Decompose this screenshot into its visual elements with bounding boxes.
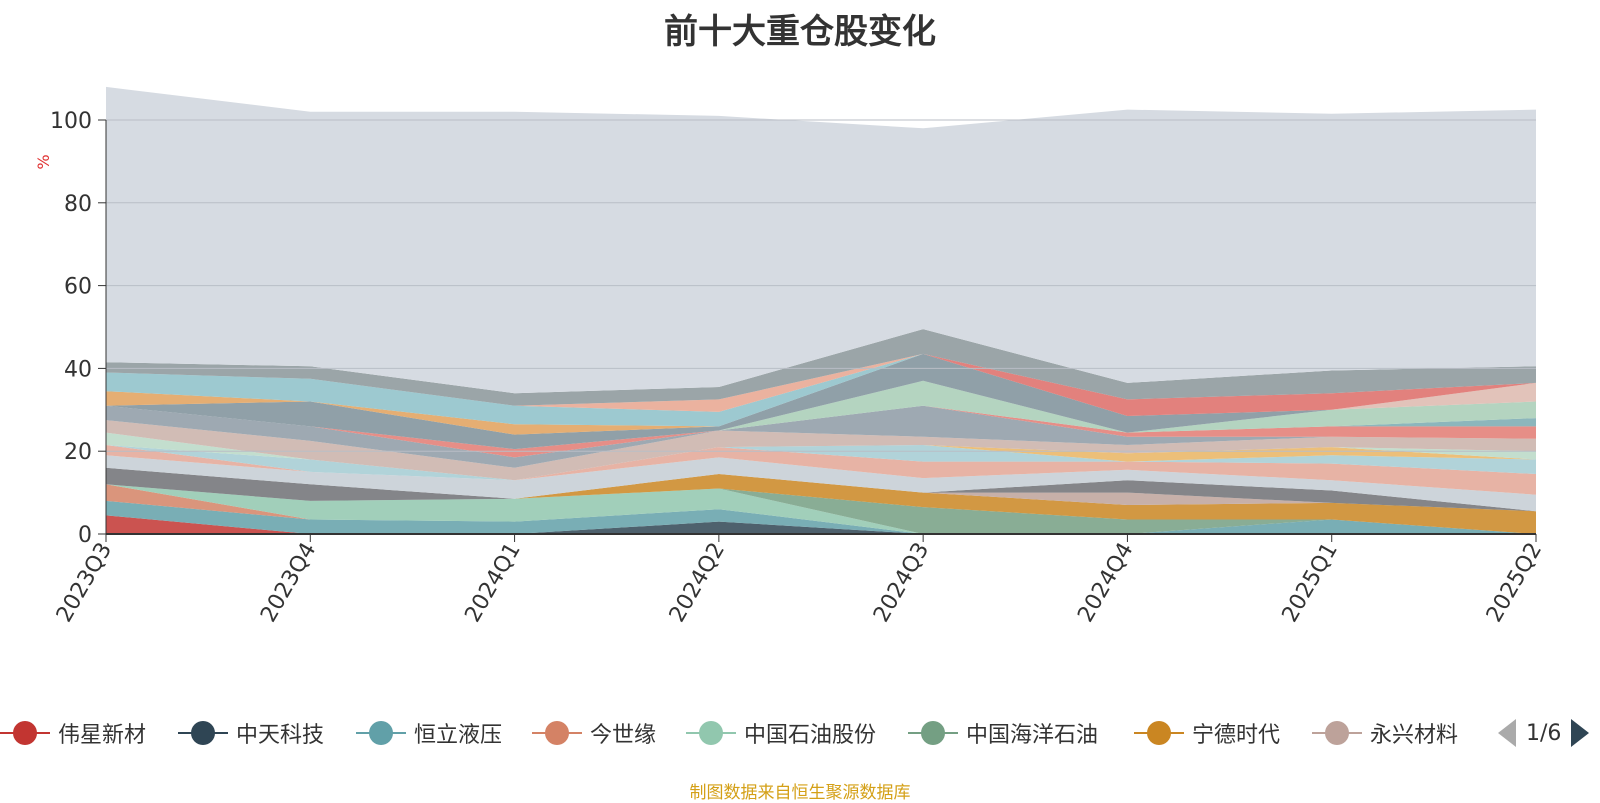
area-series-7[interactable]: [106, 474, 1536, 534]
legend-label: 宁德时代: [1192, 723, 1281, 748]
y-tick-label: 20: [64, 440, 92, 465]
legend-item[interactable]: 永兴材料: [1312, 715, 1458, 751]
legend-marker: [0, 715, 50, 751]
legend-pager: 1/6: [1498, 715, 1590, 751]
x-tick-label: 2025Q1: [1278, 539, 1343, 627]
y-tick-label: 100: [50, 109, 92, 134]
area-series-20[interactable]: [106, 380, 1536, 450]
chart-title: 前十大重仓股变化: [664, 12, 936, 52]
area-series-26[interactable]: [106, 353, 1536, 416]
legend-prev-arrow-icon[interactable]: [1498, 719, 1516, 747]
legend-marker: [908, 715, 958, 751]
area-series-9[interactable]: [106, 467, 1536, 512]
legend-item[interactable]: 中天科技: [178, 715, 324, 751]
area-series-27[interactable]: [106, 329, 1536, 406]
y-tick-label: 80: [64, 192, 92, 217]
legend-item[interactable]: 今世缘: [532, 715, 656, 751]
legend-marker: [1312, 715, 1362, 751]
x-tick-label: 2024Q4: [1073, 539, 1138, 627]
y-tick-label: 40: [64, 357, 92, 382]
area-series-2[interactable]: [106, 515, 1536, 534]
legend-label: 中国海洋石油: [966, 723, 1099, 748]
y-tick-label: 0: [78, 523, 92, 548]
legend-marker: [356, 715, 406, 751]
legend-marker: [178, 715, 228, 751]
legend-marker: [1134, 715, 1184, 751]
legend-item[interactable]: 伟星新材: [0, 715, 146, 751]
area-series-12[interactable]: [106, 445, 1536, 495]
grid-lines: [106, 119, 1536, 452]
source-note: 制图数据来自恒生聚源数据库: [689, 783, 911, 803]
legend-label: 中国石油股份: [744, 723, 877, 748]
area-series-18[interactable]: [106, 405, 1536, 458]
area-series-1[interactable]: [106, 515, 1536, 534]
x-tick-label: 2025Q2: [1482, 539, 1547, 627]
legend-label: 今世缘: [590, 723, 657, 748]
legend-label: 伟星新材: [58, 723, 147, 748]
area-series-17[interactable]: [106, 405, 1536, 468]
area-series-14[interactable]: [106, 445, 1536, 481]
x-tick-label: 2024Q3: [869, 539, 934, 627]
y-axis-label: %: [34, 154, 53, 169]
legend: 伟星新材 中天科技 恒立液压 今世缘 中国石油股份 中国海洋石油 宁德时代 永兴材料 1/6: [0, 715, 1600, 751]
legend-marker: [532, 715, 582, 751]
legend-item[interactable]: 宁德时代: [1134, 715, 1280, 751]
area-series-11[interactable]: [106, 455, 1536, 512]
area-series-3[interactable]: [106, 500, 1536, 534]
area-series-16[interactable]: [106, 420, 1536, 481]
area-series-5[interactable]: [106, 484, 1536, 534]
x-tick-label: 2023Q4: [256, 539, 321, 627]
y-tick-label: 60: [64, 275, 92, 300]
legend-marker: [686, 715, 736, 751]
legend-next-arrow-icon[interactable]: [1571, 719, 1590, 747]
area-series-8[interactable]: [106, 474, 1536, 512]
x-tick-label: 2024Q1: [460, 539, 525, 627]
legend-item[interactable]: 中国海洋石油: [908, 715, 1098, 751]
legend-item[interactable]: 恒立液压: [356, 715, 502, 751]
legend-item[interactable]: 中国石油股份: [686, 715, 876, 751]
legend-label: 中天科技: [236, 723, 325, 748]
x-tick-label: 2023Q3: [52, 539, 117, 627]
area-series-6[interactable]: [106, 484, 1536, 534]
legend-label: 永兴材料: [1370, 723, 1459, 748]
area-series-22[interactable]: [106, 353, 1536, 450]
legend-label: 恒立液压: [414, 723, 503, 748]
area-series-28[interactable]: [106, 86, 1536, 394]
area-series-24[interactable]: [106, 353, 1536, 427]
stacked-area-chart: 0 20 40 60 80 100 2023Q3 2023Q4 2024Q1 2024Q2 2024…: [34, 86, 1547, 627]
series-areas: [106, 86, 1536, 534]
area-series-13[interactable]: [106, 445, 1536, 481]
x-tick-label: 2024Q2: [665, 539, 730, 627]
legend-page-indicator: 1/6: [1526, 720, 1562, 746]
